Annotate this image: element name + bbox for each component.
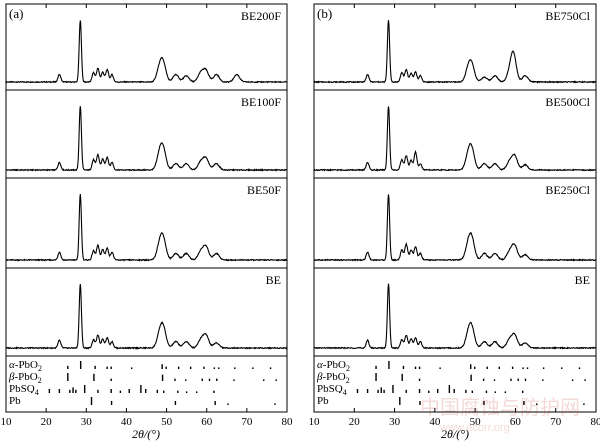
panel-a-label: (a)	[9, 6, 23, 21]
x-axis-labels: 2θ/(°) 2θ/(°)	[132, 427, 469, 441]
xrd-trace-be200f	[5, 20, 288, 84]
x-tick-label: 40	[121, 416, 133, 428]
x-tick-label: 60	[510, 416, 522, 428]
xrd-trace-be	[313, 283, 596, 350]
xrd-trace-be	[5, 283, 288, 350]
x-tick-label: 80	[591, 416, 600, 428]
x-tick-label: 30	[81, 416, 93, 428]
x-tick-label: 70	[550, 416, 562, 428]
series-label: BE750Cl	[545, 9, 590, 23]
panel-a: 10 20 30 40 50 60 70 80 BE200F BE100F BE50F BE α-PbO…	[1, 3, 294, 428]
x-tick-label: 40	[429, 416, 441, 428]
watermark-text: 中国腐蚀与防护网	[420, 396, 580, 419]
xrd-trace-be750cl	[313, 20, 597, 84]
x-axis-title-a: 2θ/(°)	[132, 427, 160, 441]
series-label: BE	[575, 273, 590, 287]
reference-phase-label: Pb	[317, 395, 329, 407]
xrd-trace-be500cl	[313, 106, 597, 172]
series-label: BE500Cl	[545, 95, 590, 109]
xrd-trace-be250cl	[313, 194, 597, 262]
panel-b-label: (b)	[317, 6, 332, 21]
reference-phase-label: β-PbO2	[316, 371, 350, 385]
series-label: BE50F	[247, 183, 281, 197]
series-label: BE100F	[241, 95, 281, 109]
x-tick-label: 10	[1, 416, 13, 428]
x-tick-label: 70	[241, 416, 253, 428]
reference-phase-label: α-PbO2	[9, 359, 42, 373]
x-tick-label: 20	[349, 416, 361, 428]
x-axis-title-b: 2θ/(°)	[441, 427, 469, 441]
x-tick-label: 20	[41, 416, 53, 428]
x-tick-label: 50	[470, 416, 482, 428]
x-tick-label: 80	[282, 416, 294, 428]
watermark: 中国腐蚀与防护网 www.ecorr.org	[420, 396, 580, 434]
panel-frame	[313, 3, 597, 413]
xrd-trace-be100f	[5, 106, 288, 172]
reference-phase-label: PbSO4	[9, 383, 39, 397]
watermark-url: www.ecorr.org	[439, 422, 510, 434]
series-label: BE250Cl	[545, 183, 590, 197]
xrd-trace-be50f	[5, 194, 288, 262]
series-label: BE	[266, 273, 281, 287]
x-tick-label: 50	[161, 416, 173, 428]
reference-phase-label: Pb	[9, 395, 21, 407]
x-tick-label: 10	[309, 416, 321, 428]
x-tick-label: 60	[201, 416, 213, 428]
series-label: BE200F	[241, 9, 281, 23]
reference-phase-label: α-PbO2	[317, 359, 350, 373]
panel-frame	[5, 3, 288, 413]
reference-phase-label: PbSO4	[317, 383, 347, 397]
reference-phase-label: β-PbO2	[8, 371, 42, 385]
x-tick-label: 30	[389, 416, 401, 428]
panel-b: 10 20 30 40 50 60 70 80 BE750Cl BE500Cl BE250Cl BE α…	[309, 3, 600, 428]
